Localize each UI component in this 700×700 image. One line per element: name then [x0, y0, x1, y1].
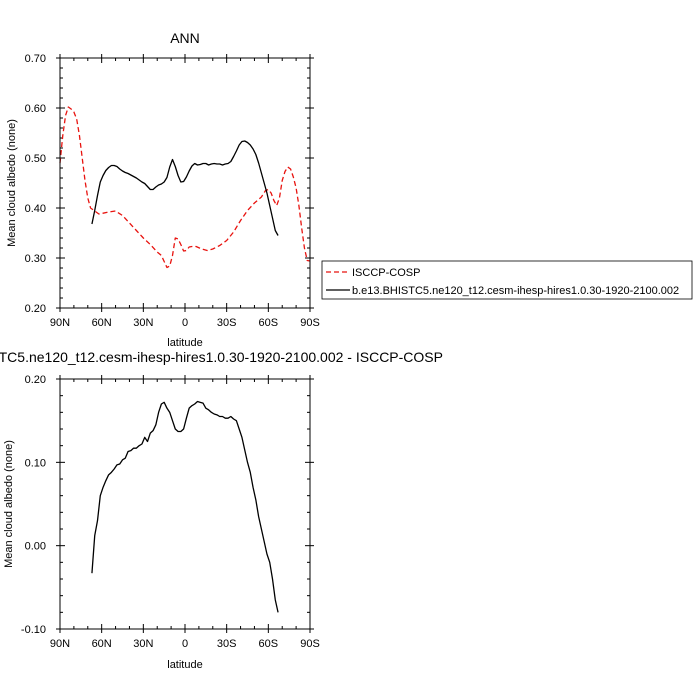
- bottom-x-tick-label: 90N: [50, 638, 70, 650]
- bottom-x-tick-label: 90S: [300, 638, 320, 650]
- top-series-line-0: [59, 106, 311, 269]
- legend: ISCCP-COSP b.e13.BHISTC5.ne120_t12.cesm-…: [321, 260, 693, 300]
- bottom-ticks: 90N 60N 30N 0 30S 60S 90S -0.10 0.00 0.10 0.20: [21, 374, 320, 650]
- legend-box: [321, 260, 693, 300]
- top-x-tick-label: 90S: [300, 317, 320, 329]
- top-y-tick-label: 0.20: [25, 303, 46, 315]
- top-ticks: 90N 60N 30N 0 30S 60S 90S 0.20 0.30 0.40 0.50 0.60 0…: [25, 53, 320, 329]
- bottom-y-tick-label: 0.10: [25, 457, 46, 469]
- top-x-tick-label: 60S: [259, 317, 279, 329]
- bottom-y-axis-label: Mean cloud albedo (none): [3, 440, 15, 568]
- bottom-y-tick-label: 0.00: [25, 541, 46, 553]
- top-x-tick-label: 30N: [133, 317, 153, 329]
- top-x-axis-label: latitude: [167, 337, 202, 349]
- bottom-x-tick-label: 30S: [217, 638, 237, 650]
- bottom-y-tick-label: -0.10: [21, 624, 46, 636]
- bottom-x-tick-label: 60S: [259, 638, 279, 650]
- top-y-tick-label: 0.50: [25, 153, 46, 165]
- top-x-tick-label: 0: [182, 317, 188, 329]
- bottom-y-tick-label: 0.20: [25, 374, 46, 386]
- top-x-tick-label: 90N: [50, 317, 70, 329]
- top-series-line-1: [91, 140, 279, 236]
- bottom-plot-frame: [59, 378, 311, 630]
- top-y-tick-label: 0.30: [25, 253, 46, 265]
- bottom-x-axis-label: latitude: [167, 659, 202, 671]
- top-plot-frame: [59, 57, 311, 309]
- bottom-panel: b.e13.BHISTC5.ne120_t12.cesm-ihesp-hires…: [0, 349, 443, 671]
- top-chart-title: ANN: [170, 30, 200, 46]
- bottom-chart-title: b.e13.BHISTC5.ne120_t12.cesm-ihesp-hires…: [0, 349, 443, 365]
- top-y-tick-label: 0.60: [25, 103, 46, 115]
- bottom-x-tick-label: 60N: [92, 638, 112, 650]
- top-x-tick-label: 30S: [217, 317, 237, 329]
- bottom-x-tick-label: 0: [182, 638, 188, 650]
- bottom-series-group: [91, 400, 279, 613]
- legend-label-isccp: ISCCP-COSP: [352, 267, 420, 279]
- top-panel: ANN latitude Mean cloud albedo (none) 90…: [6, 30, 320, 349]
- top-series-group: [59, 106, 311, 269]
- legend-label-model: b.e13.BHISTC5.ne120_t12.cesm-ihesp-hires…: [352, 285, 679, 297]
- top-y-axis-label: Mean cloud albedo (none): [6, 119, 18, 247]
- top-x-tick-label: 60N: [92, 317, 112, 329]
- bottom-series-line-0: [91, 400, 279, 613]
- bottom-x-tick-label: 30N: [133, 638, 153, 650]
- top-y-tick-label: 0.70: [25, 53, 46, 65]
- top-y-tick-label: 0.40: [25, 203, 46, 215]
